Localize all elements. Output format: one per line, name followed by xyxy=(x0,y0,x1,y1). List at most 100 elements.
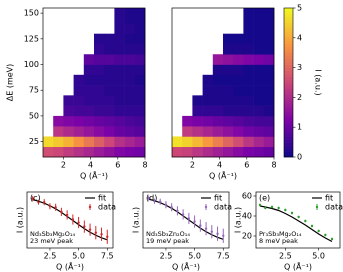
colorbar-segment xyxy=(284,121,293,125)
colorbar-segment xyxy=(284,31,293,36)
x-tick-label: 5.0 xyxy=(312,252,325,261)
heatmap-cell xyxy=(172,136,183,148)
heatmap-cell xyxy=(192,126,203,137)
data-point xyxy=(153,199,156,203)
heatmap-cell xyxy=(223,115,234,127)
heatmap-cell xyxy=(233,85,244,96)
legend-label: data xyxy=(325,203,343,212)
heatmap-cell xyxy=(263,105,275,117)
colorbar-segment xyxy=(284,106,293,110)
colorbar-segment xyxy=(284,82,293,86)
heatmap-cell xyxy=(104,136,115,148)
x-tick-label: 8 xyxy=(271,161,276,170)
data-point xyxy=(204,227,208,230)
y-tick-label: 20 xyxy=(242,232,252,241)
heatmap-cell xyxy=(124,105,136,117)
heatmap-cell xyxy=(124,43,136,55)
heatmap-cell xyxy=(212,95,224,106)
colorbar-label: I (a.u.) xyxy=(314,69,323,95)
colorbar-segment xyxy=(284,16,293,21)
data-point xyxy=(94,231,98,234)
heatmap-cell xyxy=(223,43,234,55)
heatmap-cell xyxy=(73,126,85,137)
panel-label: (c) xyxy=(30,194,41,203)
heatmap-cell xyxy=(53,115,64,127)
heatmap-cell xyxy=(83,95,95,106)
data-point xyxy=(164,203,168,206)
heatmap-cell xyxy=(104,95,115,106)
heatmap-cell xyxy=(243,43,254,55)
heatmap-cell xyxy=(253,74,265,86)
colorbar-segment xyxy=(284,49,293,53)
legend-label: data xyxy=(214,203,232,212)
heatmap-cell xyxy=(83,85,95,96)
data-point xyxy=(60,210,63,214)
heatmap-cell xyxy=(223,146,234,158)
axes-frame xyxy=(42,7,146,158)
x-axis-label: Q (Å⁻¹) xyxy=(284,261,312,272)
heatmap-cell xyxy=(124,115,136,127)
y-tick-label: 150 xyxy=(24,9,39,18)
data-point xyxy=(65,213,69,217)
heatmap-cell xyxy=(94,115,105,127)
x-tick-label: 2.5 xyxy=(44,252,57,261)
heatmap-cell xyxy=(253,136,265,148)
heatmap-cell xyxy=(83,126,95,137)
heatmap-cell xyxy=(104,33,115,45)
colorbar-segment xyxy=(284,94,293,98)
heatmap-cell xyxy=(114,43,125,55)
heatmap-cell xyxy=(253,126,265,137)
colorbar-segment xyxy=(284,55,293,59)
heatmap-cell xyxy=(114,105,125,117)
data-point xyxy=(31,197,34,200)
x-tick-label: 6 xyxy=(244,161,249,170)
data-point xyxy=(258,203,262,207)
panel-label: (d) xyxy=(146,194,157,203)
heatmap-cell xyxy=(223,136,234,148)
axes-frame xyxy=(142,191,230,249)
heatmap-cell xyxy=(212,85,224,96)
heatmap-cell xyxy=(172,146,183,158)
heatmap-cell xyxy=(104,126,115,137)
annotation: 8 meV peak xyxy=(259,237,298,245)
colorbar-segment xyxy=(284,40,293,45)
heatmap-cell xyxy=(223,95,234,106)
heatmap-cell xyxy=(212,126,224,137)
colorbar-segment xyxy=(284,34,293,39)
colorbar-segment xyxy=(284,85,293,89)
data-point xyxy=(77,221,80,224)
heatmap-cell xyxy=(243,54,254,65)
heatmap-cell xyxy=(94,146,105,158)
y-axis-label: ΔE (meV) xyxy=(6,64,15,102)
colorbar-segment xyxy=(284,67,293,71)
colorbar-segment xyxy=(284,103,293,107)
heatmap-cell xyxy=(263,54,275,65)
colorbar-segment xyxy=(284,130,293,134)
data-point xyxy=(106,235,109,238)
colorbar-segment xyxy=(284,112,293,116)
heatmap-cell xyxy=(263,85,275,96)
legend-label: fit xyxy=(325,194,333,203)
colorbar-segment xyxy=(284,115,293,119)
data-point xyxy=(270,205,274,209)
heatmap-cell xyxy=(243,8,254,24)
data-point xyxy=(193,220,196,223)
legend-label: fit xyxy=(214,194,222,203)
heatmap-cell xyxy=(212,136,224,148)
heatmap-cell xyxy=(243,146,254,158)
heatmap-cell xyxy=(202,74,214,86)
heatmap-cell xyxy=(134,43,146,55)
heatmap-cell xyxy=(192,105,203,117)
heatmap-cell xyxy=(253,146,265,158)
heatmap-cell xyxy=(243,74,254,86)
data-point xyxy=(54,206,57,209)
heatmap-cell xyxy=(223,105,234,117)
data-point xyxy=(88,228,92,231)
heatmap-cell xyxy=(94,54,105,65)
y-tick-label: 125 xyxy=(24,34,39,43)
annotation: Pr₃Sb₃Mg₂O₁₄ xyxy=(259,230,302,238)
heatmap-cell xyxy=(104,74,115,86)
x-tick-label: 5.0 xyxy=(72,252,85,261)
heatmap-cell xyxy=(253,54,265,65)
heatmap-cell xyxy=(263,33,275,45)
